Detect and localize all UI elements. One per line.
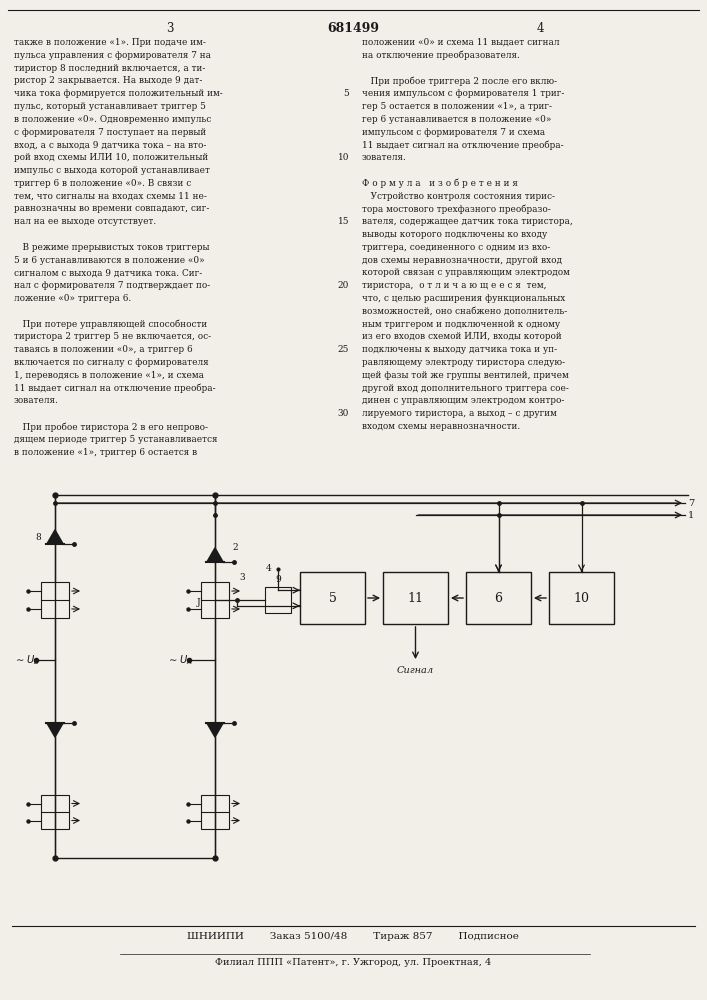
Text: лируемого тиристора, а выход – с другим: лируемого тиристора, а выход – с другим bbox=[362, 409, 557, 418]
Text: зователя.: зователя. bbox=[14, 396, 59, 405]
Bar bbox=[41, 582, 69, 618]
Text: 25: 25 bbox=[338, 345, 349, 354]
Text: в положение «1», триггер 6 остается в: в положение «1», триггер 6 остается в bbox=[14, 448, 197, 457]
Text: положении «0» и схема 11 выдает сигнал: положении «0» и схема 11 выдает сигнал bbox=[362, 38, 559, 47]
Text: рой вход схемы ИЛИ 10, положительный: рой вход схемы ИЛИ 10, положительный bbox=[14, 153, 209, 162]
Text: тиристор 8 последний включается, а ти-: тиристор 8 последний включается, а ти- bbox=[14, 64, 205, 73]
Text: таваясь в положении «0», а триггер 6: таваясь в положении «0», а триггер 6 bbox=[14, 345, 192, 354]
Text: тора мостового трехфазного преобразо-: тора мостового трехфазного преобразо- bbox=[362, 204, 551, 214]
Bar bbox=[549, 572, 614, 624]
Text: 681499: 681499 bbox=[327, 22, 379, 35]
Bar bbox=[300, 572, 365, 624]
Text: 10: 10 bbox=[337, 153, 349, 162]
Text: чения импульсом с формирователя 1 триг-: чения импульсом с формирователя 1 триг- bbox=[362, 89, 564, 98]
Text: что, с целью расширения функциональных: что, с целью расширения функциональных bbox=[362, 294, 566, 303]
Bar bbox=[265, 587, 291, 613]
Text: вателя, содержащее датчик тока тиристора,: вателя, содержащее датчик тока тиристора… bbox=[362, 217, 573, 226]
Text: Сигнал: Сигнал bbox=[397, 666, 434, 675]
Text: дящем периоде триггер 5 устанавливается: дящем периоде триггер 5 устанавливается bbox=[14, 435, 218, 444]
Text: нал на ее выходе отсутствует.: нал на ее выходе отсутствует. bbox=[14, 217, 156, 226]
Text: гер 6 устанавливается в положение «0»: гер 6 устанавливается в положение «0» bbox=[362, 115, 551, 124]
Text: ным триггером и подключенной к одному: ным триггером и подключенной к одному bbox=[362, 320, 560, 329]
Text: 8: 8 bbox=[35, 532, 41, 542]
Text: ложение «0» триггера 6.: ложение «0» триггера 6. bbox=[14, 294, 132, 303]
Text: включается по сигналу с формирователя: включается по сигналу с формирователя bbox=[14, 358, 209, 367]
Text: триггера, соединенного с одним из вхо-: триггера, соединенного с одним из вхо- bbox=[362, 243, 550, 252]
Text: из его входов схемой ИЛИ, входы которой: из его входов схемой ИЛИ, входы которой bbox=[362, 332, 562, 341]
Text: 11: 11 bbox=[407, 591, 423, 604]
Bar bbox=[383, 572, 448, 624]
Text: сигналом с выхода 9 датчика тока. Сиг-: сигналом с выхода 9 датчика тока. Сиг- bbox=[14, 268, 202, 277]
Text: импульс с выхода которой устанавливает: импульс с выхода которой устанавливает bbox=[14, 166, 210, 175]
Text: чика тока формируется положительный им-: чика тока формируется положительный им- bbox=[14, 89, 223, 98]
Text: 11 выдает сигнал на отключение преобра-: 11 выдает сигнал на отключение преобра- bbox=[14, 384, 216, 393]
Text: тиристора 2 триггер 5 не включается, ос-: тиристора 2 триггер 5 не включается, ос- bbox=[14, 332, 211, 341]
Text: $\sim$$U_A$: $\sim$$U_A$ bbox=[167, 653, 193, 667]
Polygon shape bbox=[206, 723, 223, 737]
Text: 4: 4 bbox=[266, 564, 271, 573]
Bar bbox=[41, 795, 69, 829]
Bar bbox=[466, 572, 531, 624]
Text: пульса управления с формирователя 7 на: пульса управления с формирователя 7 на bbox=[14, 51, 211, 60]
Text: В режиме прерывистых токов триггеры: В режиме прерывистых токов триггеры bbox=[14, 243, 209, 252]
Text: 9: 9 bbox=[275, 575, 281, 584]
Text: равнозначны во времени совпадают, сиг-: равнозначны во времени совпадают, сиг- bbox=[14, 204, 209, 213]
Text: 5: 5 bbox=[329, 591, 337, 604]
Text: гер 5 остается в положении «1», а триг-: гер 5 остается в положении «1», а триг- bbox=[362, 102, 552, 111]
Text: 3: 3 bbox=[166, 22, 174, 35]
Text: тем, что сигналы на входах схемы 11 не-: тем, что сигналы на входах схемы 11 не- bbox=[14, 192, 207, 201]
Bar bbox=[201, 795, 229, 829]
Text: J: J bbox=[197, 598, 201, 607]
Text: При потере управляющей способности: При потере управляющей способности bbox=[14, 320, 207, 329]
Text: 2: 2 bbox=[232, 542, 238, 552]
Text: 30: 30 bbox=[338, 409, 349, 418]
Text: выводы которого подключены ко входу: выводы которого подключены ко входу bbox=[362, 230, 547, 239]
Polygon shape bbox=[206, 548, 223, 562]
Text: возможностей, оно снабжено дополнитель-: возможностей, оно снабжено дополнитель- bbox=[362, 307, 567, 316]
Text: щей фазы той же группы вентилей, причем: щей фазы той же группы вентилей, причем bbox=[362, 371, 568, 380]
Text: При пробое триггера 2 после его вклю-: При пробое триггера 2 после его вклю- bbox=[362, 76, 557, 86]
Polygon shape bbox=[47, 530, 63, 544]
Text: входом схемы неравнозначности.: входом схемы неравнозначности. bbox=[362, 422, 520, 431]
Text: 7: 7 bbox=[688, 498, 694, 508]
Text: $\sim$$U_B$: $\sim$$U_B$ bbox=[14, 653, 40, 667]
Text: в положение «0». Одновременно импульс: в положение «0». Одновременно импульс bbox=[14, 115, 211, 124]
Text: 11 выдает сигнал на отключение преобра-: 11 выдает сигнал на отключение преобра- bbox=[362, 140, 563, 150]
Text: вход, а с выхода 9 датчика тока – на вто-: вход, а с выхода 9 датчика тока – на вто… bbox=[14, 140, 206, 149]
Polygon shape bbox=[47, 723, 63, 737]
Text: дов схемы неравнозначности, другой вход: дов схемы неравнозначности, другой вход bbox=[362, 256, 562, 265]
Text: импульсом с формирователя 7 и схема: импульсом с формирователя 7 и схема bbox=[362, 128, 545, 137]
Text: ристор 2 закрывается. На выходе 9 дат-: ристор 2 закрывается. На выходе 9 дат- bbox=[14, 76, 202, 85]
Text: триггер 6 в положение «0». В связи с: триггер 6 в положение «0». В связи с bbox=[14, 179, 192, 188]
Text: Филиал ППП «Патент», г. Ужгород, ул. Проектная, 4: Филиал ППП «Патент», г. Ужгород, ул. Про… bbox=[215, 958, 491, 967]
Text: 10: 10 bbox=[573, 591, 590, 604]
Text: 1, переводясь в положение «1», и схема: 1, переводясь в положение «1», и схема bbox=[14, 371, 204, 380]
Text: 20: 20 bbox=[338, 281, 349, 290]
Text: на отключение преобразователя.: на отключение преобразователя. bbox=[362, 51, 520, 60]
Text: Ф о р м у л а   и з о б р е т е н и я: Ф о р м у л а и з о б р е т е н и я bbox=[362, 179, 518, 188]
Text: которой связан с управляющим электродом: которой связан с управляющим электродом bbox=[362, 268, 570, 277]
Text: 6: 6 bbox=[494, 591, 503, 604]
Text: 15: 15 bbox=[337, 217, 349, 226]
Text: пульс, который устанавливает триггер 5: пульс, который устанавливает триггер 5 bbox=[14, 102, 206, 111]
Text: тиристора,  о т л и ч а ю щ е е с я  тем,: тиристора, о т л и ч а ю щ е е с я тем, bbox=[362, 281, 547, 290]
Text: 3: 3 bbox=[239, 573, 245, 582]
Text: ШНИИПИ        Заказ 5100/48        Тираж 857        Подписное: ШНИИПИ Заказ 5100/48 Тираж 857 Подписное bbox=[187, 932, 519, 941]
Text: с формирователя 7 поступает на первый: с формирователя 7 поступает на первый bbox=[14, 128, 206, 137]
Text: нал с формирователя 7 подтверждает по-: нал с формирователя 7 подтверждает по- bbox=[14, 281, 210, 290]
Text: также в положение «1». При подаче им-: также в положение «1». При подаче им- bbox=[14, 38, 206, 47]
Text: другой вход дополнительного триггера сое-: другой вход дополнительного триггера сое… bbox=[362, 384, 569, 393]
Text: 4: 4 bbox=[536, 22, 544, 35]
Text: равляющему электроду тиристора следую-: равляющему электроду тиристора следую- bbox=[362, 358, 565, 367]
Text: зователя.: зователя. bbox=[362, 153, 407, 162]
Text: 5: 5 bbox=[344, 89, 349, 98]
Text: Устройство контроля состояния тирис-: Устройство контроля состояния тирис- bbox=[362, 192, 555, 201]
Text: подключены к выходу датчика тока и уп-: подключены к выходу датчика тока и уп- bbox=[362, 345, 557, 354]
Text: динен с управляющим электродом контро-: динен с управляющим электродом контро- bbox=[362, 396, 564, 405]
Text: При пробое тиристора 2 в его непрово-: При пробое тиристора 2 в его непрово- bbox=[14, 422, 208, 432]
Text: 1: 1 bbox=[688, 510, 694, 520]
Text: 5 и 6 устанавливаются в положение «0»: 5 и 6 устанавливаются в положение «0» bbox=[14, 256, 204, 265]
Bar bbox=[201, 582, 229, 618]
